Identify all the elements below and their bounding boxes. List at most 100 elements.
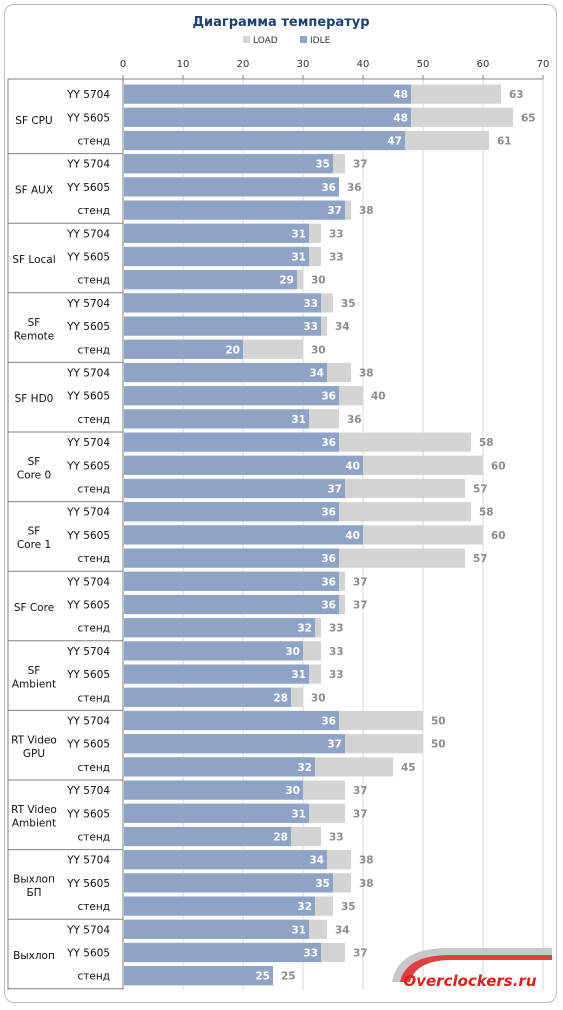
idle-value-label: 36 [321,437,336,449]
idle-bar [124,84,411,104]
idle-value-label: 31 [291,669,306,681]
load-value-label: 40 [371,391,386,403]
idle-value-label: 47 [387,136,402,148]
legend-label-idle: IDLE [310,36,331,46]
idle-bar [124,246,309,267]
load-value-label: 65 [521,112,536,124]
row-label: YY 5704 [66,228,110,240]
load-value-label: 45 [401,762,416,774]
load-value-label: 38 [359,855,374,867]
group-label: SF HD0 [15,393,54,405]
x-tick-label: 60 [477,59,490,70]
load-value-label: 50 [431,716,446,728]
idle-bar [124,293,321,313]
idle-bar [124,409,309,429]
legend-swatch-load [243,36,250,43]
group-label: RT Video Ambient [11,804,57,830]
load-value-label: 35 [341,298,356,310]
load-value-label: 38 [359,205,374,217]
load-value-label: 60 [491,530,506,542]
row-label: стенд [78,414,110,426]
x-tick-label: 30 [297,59,310,70]
row-label: YY 5704 [66,716,110,728]
row-label: YY 5704 [66,298,110,310]
load-value-label: 36 [347,182,362,194]
idle-bar [124,200,345,220]
row-label: YY 5704 [66,507,110,519]
idle-value-label: 35 [315,159,330,171]
row-label: YY 5704 [66,855,110,867]
idle-bar [124,478,345,499]
row-label: стенд [78,971,110,983]
load-value-label: 57 [473,484,488,496]
row-label: стенд [78,136,110,148]
row-label: YY 5605 [66,182,110,194]
idle-bar [124,942,321,963]
load-value-label: 37 [353,600,368,612]
row-label: YY 5704 [66,159,110,171]
load-value-label: 37 [353,576,368,588]
idle-value-label: 31 [291,252,306,264]
idle-value-label: 36 [321,182,336,194]
load-value-label: 33 [329,623,344,635]
load-value-label: 37 [353,785,368,797]
idle-value-label: 31 [291,228,306,240]
row-label: YY 5605 [66,600,110,612]
idle-value-label: 30 [285,646,300,658]
row-label: YY 5605 [66,252,110,264]
load-value-label: 30 [311,344,326,356]
idle-bar [124,339,243,359]
idle-value-label: 31 [291,414,306,426]
load-value-label: 38 [359,878,374,890]
idle-bar [124,223,309,243]
idle-value-label: 31 [291,808,306,820]
idle-bar [124,641,303,661]
load-value-label: 33 [329,228,344,240]
group-label: SF Ambient [12,665,56,691]
load-value-label: 63 [509,89,524,101]
idle-value-label: 37 [327,484,342,496]
x-tick-label: 70 [537,59,550,70]
idle-value-label: 37 [327,205,342,217]
group-label: SF CPU [15,115,52,127]
idle-bar [124,780,303,800]
row-label: YY 5704 [66,924,110,936]
group-label: SF Local [12,254,55,266]
x-tick-label: 40 [357,59,370,70]
row-label: стенд [78,484,110,496]
idle-value-label: 34 [309,855,324,867]
load-value-label: 33 [329,646,344,658]
idle-bar [124,594,339,615]
row-label: YY 5605 [66,739,110,751]
idle-bar [124,362,327,383]
idle-value-label: 40 [345,530,360,542]
row-label: YY 5605 [66,808,110,820]
load-value-label: 34 [335,924,350,936]
row-label: стенд [78,205,110,217]
load-value-label: 33 [329,832,344,844]
row-label: стенд [78,275,110,287]
idle-value-label: 36 [321,553,336,565]
load-value-label: 25 [281,971,296,983]
idle-value-label: 32 [297,623,312,635]
idle-bar [124,664,309,684]
load-value-label: 33 [329,669,344,681]
idle-value-label: 35 [315,878,330,890]
idle-value-label: 33 [303,298,318,310]
idle-bar [124,316,321,336]
load-value-label: 37 [353,948,368,960]
row-label: стенд [78,832,110,844]
row-label: стенд [78,623,110,635]
row-label: YY 5605 [66,948,110,960]
idle-value-label: 28 [273,692,288,704]
idle-bar [124,525,363,545]
x-tick-label: 10 [177,59,190,70]
load-value-label: 58 [479,507,494,519]
watermark-text: Overclockers.ru [403,972,536,990]
idle-bar [124,455,363,475]
row-label: YY 5704 [66,368,110,380]
idle-bar [124,154,333,174]
idle-value-label: 48 [393,89,408,101]
legend-label-load: LOAD [253,36,278,46]
idle-value-label: 36 [321,600,336,612]
